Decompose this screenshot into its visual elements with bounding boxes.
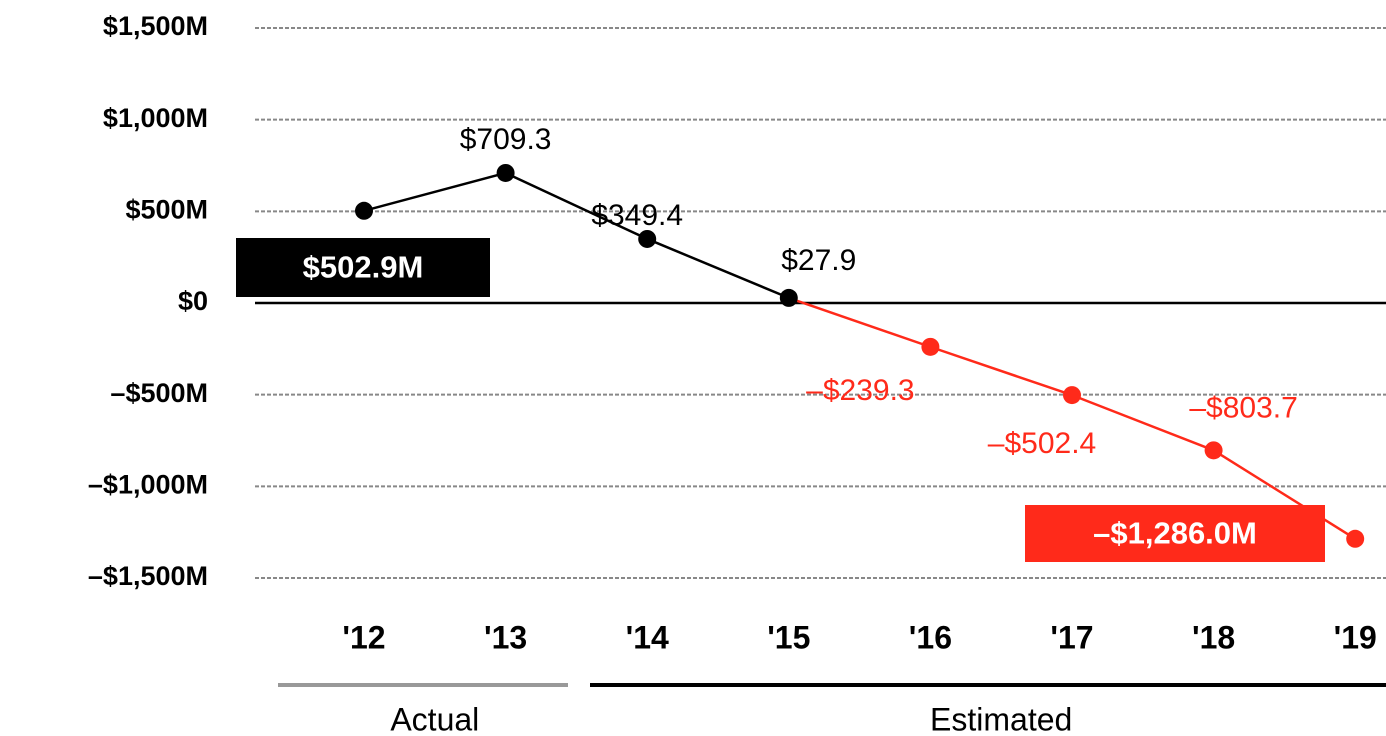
x-tick-label: '19 [1334, 619, 1377, 655]
x-tick-label: '14 [626, 619, 669, 655]
y-tick-label: $1,000M [103, 103, 208, 133]
data-point [355, 201, 373, 220]
data-point [1346, 529, 1365, 548]
data-label: $709.3 [460, 123, 552, 156]
line-segment [1212, 449, 1356, 540]
x-tick-label: '18 [1192, 619, 1235, 655]
line-segment [646, 237, 790, 300]
data-point [496, 163, 515, 182]
group-label: Actual [390, 701, 479, 736]
line-segment [929, 345, 1073, 397]
y-tick-label: $0 [178, 286, 208, 316]
y-tick-label: –$500M [110, 378, 208, 408]
data-point [921, 337, 940, 356]
callout-box [236, 238, 490, 297]
line-segment [1071, 393, 1215, 452]
callout-box [1025, 505, 1325, 562]
callout-label: –$1,286.0M [1093, 516, 1257, 551]
line-segment [788, 296, 931, 349]
data-point [1204, 441, 1223, 460]
data-point [1063, 386, 1081, 405]
data-label: –$502.4 [988, 427, 1096, 460]
data-label: –$803.7 [1189, 391, 1297, 424]
y-tick-label: –$1,500M [88, 561, 208, 591]
y-tick-label: $1,500M [103, 11, 208, 41]
data-point [638, 229, 657, 248]
group-label: Estimated [930, 701, 1072, 736]
callout-label: $502.9M [303, 250, 424, 285]
data-point [779, 288, 798, 307]
x-tick-label: '13 [484, 619, 527, 655]
y-tick-label: –$1,000M [88, 469, 208, 499]
x-tick-label: '17 [1050, 619, 1093, 655]
x-tick-label: '16 [909, 619, 952, 655]
data-label: –$239.3 [806, 374, 914, 407]
line-segment [363, 171, 506, 213]
x-tick-label: '12 [342, 619, 385, 655]
y-tick-label: $500M [125, 194, 208, 224]
x-tick-label: '15 [767, 619, 810, 655]
data-label: $27.9 [781, 244, 856, 277]
line-segment [505, 171, 648, 241]
data-label: $349.4 [591, 199, 683, 232]
